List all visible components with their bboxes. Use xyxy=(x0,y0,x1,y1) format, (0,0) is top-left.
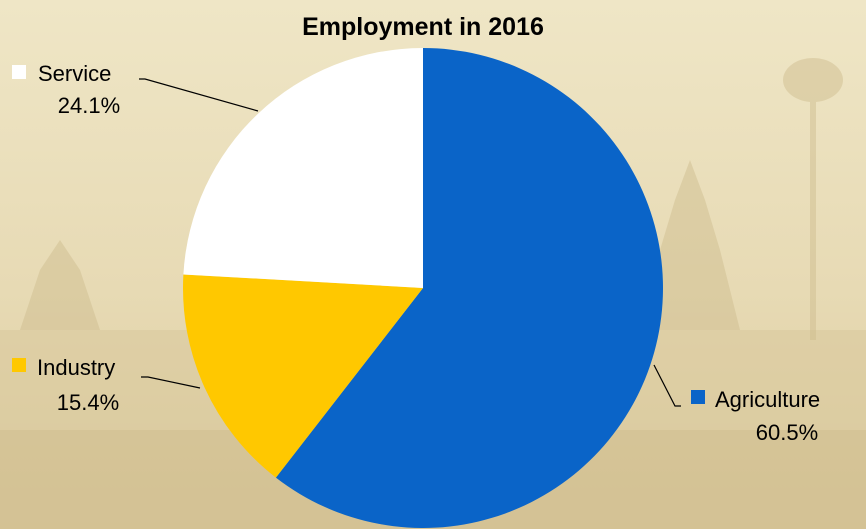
leader-line-service xyxy=(139,78,259,112)
leader-line-agriculture xyxy=(653,364,681,407)
label-value-service: 24.1% xyxy=(58,93,120,118)
label-value-industry: 15.4% xyxy=(57,390,119,415)
label-name-service: Service xyxy=(38,61,111,86)
legend-key-service xyxy=(12,65,26,79)
data-label-service: Service 24.1% xyxy=(12,61,120,118)
leader-line-industry xyxy=(141,376,201,389)
legend-key-agriculture xyxy=(691,390,705,404)
pie-slices xyxy=(182,48,663,528)
label-name-agriculture: Agriculture xyxy=(715,387,820,412)
data-label-agriculture: Agriculture 60.5% xyxy=(691,387,820,445)
label-value-agriculture: 60.5% xyxy=(756,420,818,445)
pie-slice-service xyxy=(183,48,423,288)
data-label-industry: Industry 15.4% xyxy=(12,355,119,415)
pie-slice-industry xyxy=(182,274,423,478)
chart-title: Employment in 2016 xyxy=(302,13,544,41)
pie-slice-agriculture xyxy=(275,48,663,528)
legend-key-industry xyxy=(12,358,26,372)
leader-lines xyxy=(139,78,681,407)
label-name-industry: Industry xyxy=(37,355,115,380)
